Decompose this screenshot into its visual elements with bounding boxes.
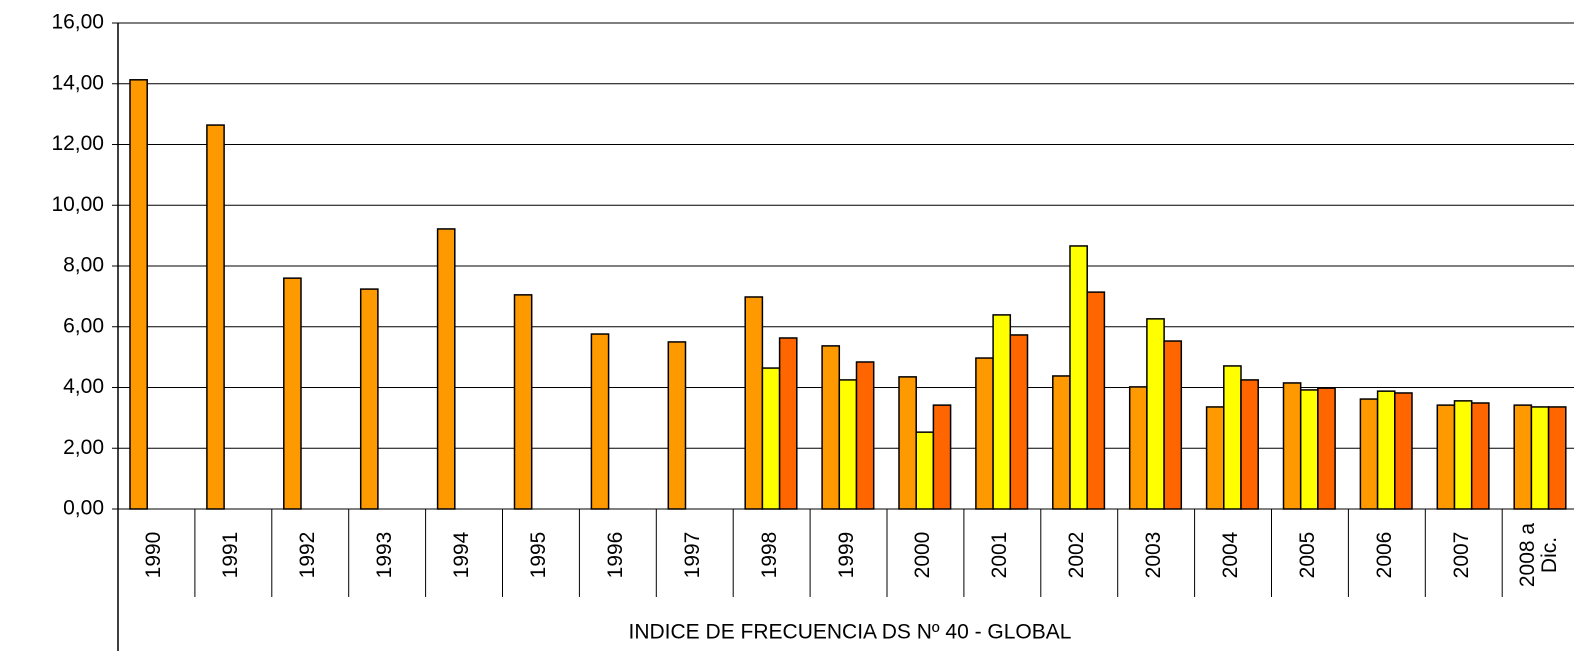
bar (206, 124, 225, 510)
bar (1530, 406, 1550, 510)
bar (975, 357, 994, 510)
x-tick-label: 1992 (296, 531, 320, 579)
bar (1513, 404, 1533, 510)
y-tick-label: 10,00 (51, 193, 104, 216)
y-tick-label: 2,00 (63, 436, 104, 459)
bar (1453, 400, 1473, 510)
bar (744, 296, 764, 510)
x-tick-label: 2002 (1065, 531, 1089, 579)
bar (1205, 406, 1225, 510)
bar (1470, 402, 1490, 510)
x-tick-label: 1994 (450, 531, 474, 579)
bar (1317, 387, 1336, 510)
bar (915, 431, 935, 510)
bar (1009, 334, 1029, 510)
bar (1394, 392, 1413, 510)
x-tick-label: 2008 a Dic. (1515, 522, 1561, 588)
x-tick-label: 1995 (526, 531, 550, 579)
bar (1163, 340, 1183, 510)
x-tick-label: 1990 (142, 531, 166, 579)
bar (932, 404, 952, 510)
y-tick-label: 12,00 (51, 132, 104, 155)
bar (129, 79, 148, 510)
bar (1436, 404, 1456, 510)
y-tick-label: 14,00 (51, 71, 104, 94)
bar (1299, 389, 1319, 510)
x-tick-label: 2005 (1295, 531, 1319, 579)
bar (855, 361, 875, 510)
bar (838, 379, 858, 510)
x-tick-label: 2003 (1142, 531, 1166, 579)
bar (513, 294, 533, 510)
bar (590, 333, 610, 510)
bar (1146, 318, 1165, 510)
x-tick-label: 1998 (757, 531, 781, 579)
bar (1086, 291, 1106, 510)
x-tick-label: 1997 (680, 531, 704, 579)
x-tick-label: 1993 (373, 531, 397, 579)
bar (992, 314, 1012, 510)
chart-title: INDICE DE FRECUENCIA DS Nº 40 - GLOBAL (629, 621, 1072, 644)
x-tick-label: 1999 (834, 531, 858, 579)
bar (1376, 390, 1396, 510)
bar (1547, 406, 1567, 510)
x-tick-label: 1991 (219, 531, 243, 579)
x-tick-label: 2004 (1219, 531, 1243, 579)
bar (1052, 375, 1071, 510)
x-tick-label: 2000 (911, 531, 935, 579)
bar (1223, 365, 1242, 510)
bar (898, 376, 917, 510)
y-tick-label: 0,00 (63, 497, 104, 520)
y-tick-label: 16,00 (51, 11, 104, 34)
bar (1359, 398, 1379, 510)
bar (1128, 386, 1148, 510)
bar (1240, 379, 1259, 510)
bar (283, 277, 302, 510)
bar (761, 367, 781, 510)
x-tick-label: 1996 (603, 531, 627, 579)
bar (821, 345, 841, 510)
bar (667, 341, 687, 510)
x-tick-label: 2001 (988, 531, 1012, 579)
x-tick-label: 2006 (1372, 531, 1396, 579)
y-tick-label: 4,00 (63, 375, 104, 398)
bar (359, 288, 379, 510)
bar (778, 337, 798, 510)
bar (1069, 245, 1088, 510)
y-tick-label: 8,00 (63, 254, 104, 277)
bar (436, 228, 456, 510)
y-tick-label: 6,00 (63, 314, 104, 337)
bar (1282, 382, 1302, 510)
x-tick-label: 2007 (1449, 531, 1473, 579)
